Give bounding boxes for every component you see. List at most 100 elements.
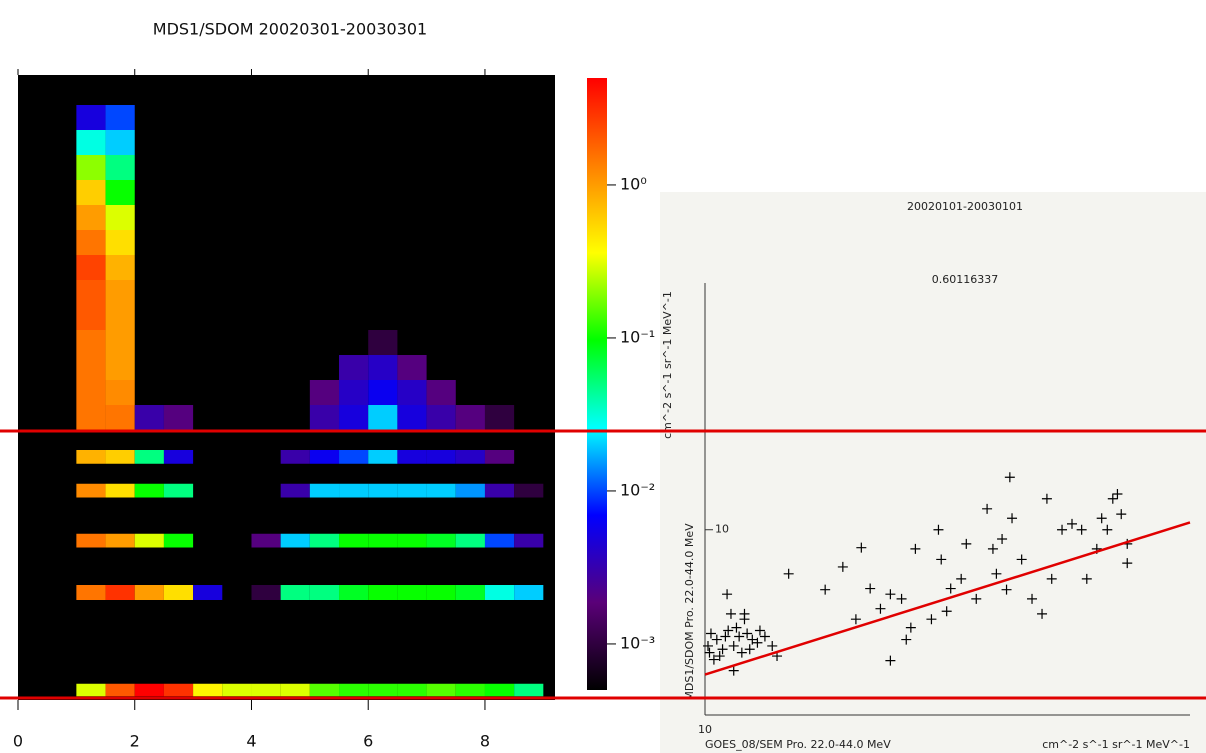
heatmap-panel: MDS1/SDOM 20020301-20030301 0 2 4 6 8 10⁰ 10⁻¹… — [13, 20, 655, 751]
heatmap-cell — [309, 450, 340, 464]
heatmap-cell — [163, 683, 194, 697]
heatmap-cell — [76, 405, 106, 430]
chart-title: 20020101-20030101 — [907, 200, 1023, 213]
heatmap-cell — [105, 305, 135, 330]
heatmap-cell — [397, 483, 427, 498]
heatmap-cell — [105, 355, 135, 380]
heatmap-cell — [397, 405, 427, 430]
scatter-point — [820, 584, 831, 595]
heatmap-cell — [193, 585, 223, 600]
heatmap-cell — [368, 483, 398, 498]
annotation: 0.60116337 — [932, 273, 998, 286]
heatmap-cell — [280, 533, 310, 548]
scatter-point — [717, 644, 728, 655]
scatter-point — [1122, 558, 1133, 569]
scatter-point — [936, 554, 947, 565]
heatmap-cell — [339, 355, 369, 380]
heatmap-cell — [76, 483, 106, 498]
heatmap-cell — [134, 405, 164, 430]
scatter-point — [711, 634, 722, 645]
scatter-point — [875, 603, 886, 614]
colorbar-tick-label: 10⁻² — [620, 480, 655, 499]
heatmap-cell — [251, 533, 281, 548]
scatter-point — [987, 543, 998, 554]
heatmap-cell — [280, 483, 310, 498]
scatter-point — [901, 634, 912, 645]
scatter-point — [991, 568, 1002, 579]
scatter-point — [945, 583, 956, 594]
heatmap-cell — [514, 483, 544, 498]
heatmap-cell — [309, 533, 340, 548]
scatter-point — [754, 625, 765, 636]
scatter-point — [885, 655, 896, 666]
heatmap-cell — [76, 330, 106, 355]
scatter-point — [1112, 488, 1123, 499]
heatmap-cell — [105, 280, 135, 305]
heatmap-cell — [134, 450, 164, 464]
scatter-point — [744, 644, 755, 655]
scatter-point — [723, 625, 734, 636]
heatmap-cell — [426, 380, 456, 405]
heatmap-cell — [193, 683, 223, 697]
heatmap-cell — [105, 405, 135, 430]
colorbar-tick-label: 10⁻¹ — [620, 327, 655, 346]
heatmap-cell — [426, 405, 456, 430]
x-tick-label: 6 — [363, 732, 373, 751]
scatter-point — [734, 631, 745, 642]
heatmap-cell — [76, 280, 106, 305]
x-tick-label: 0 — [13, 732, 23, 751]
heatmap-cell — [105, 585, 135, 600]
colorbar-tick-label: 10⁻³ — [620, 633, 655, 652]
scatter-point — [704, 647, 715, 658]
colorbar-tick-label: 10⁰ — [620, 174, 647, 193]
heatmap-cell — [105, 483, 135, 498]
x-tick-label: 10 — [698, 723, 712, 736]
heatmap-cell — [397, 533, 427, 548]
heatmap-cell — [309, 585, 340, 600]
heatmap-cell — [339, 585, 369, 600]
scatter-point — [708, 654, 719, 665]
y-axis-label: MDS1/SDOM Pro. 22.0-44.0 MeV — [683, 523, 696, 701]
x-tick-label: 2 — [130, 732, 140, 751]
heatmap-cell — [309, 380, 340, 405]
heatmap-cell — [368, 585, 398, 600]
heatmap-cell — [339, 483, 369, 498]
heatmap-cell — [397, 450, 427, 464]
heatmap-cell — [76, 105, 106, 130]
scatter-point — [1046, 573, 1057, 584]
heatmap-cell — [76, 585, 106, 600]
x-axis-unit: cm^-2 s^-1 sr^-1 MeV^-1 — [1042, 738, 1190, 751]
heatmap-cell — [514, 533, 544, 548]
heatmap-cell — [105, 533, 135, 548]
heatmap-cell — [339, 380, 369, 405]
scatter-point — [837, 561, 848, 572]
scatter-point — [705, 628, 716, 639]
heatmap-cell — [105, 683, 135, 697]
scatter-point — [747, 634, 758, 645]
scatter-point — [722, 589, 733, 600]
scatter-point — [759, 631, 770, 642]
heatmap-cell — [76, 255, 106, 280]
x-tick-label: 8 — [480, 732, 490, 751]
heatmap-cell — [163, 405, 194, 430]
heatmap-cell — [76, 380, 106, 405]
heatmap-cell — [105, 105, 135, 130]
heatmap-cell — [339, 405, 369, 430]
scatter-point — [905, 622, 916, 633]
scatter-point — [1001, 584, 1012, 595]
scatter-point — [1076, 524, 1087, 535]
scatter-point — [885, 589, 896, 600]
scatter-point — [1116, 509, 1127, 520]
x-axis-label: GOES_08/SEM Pro. 22.0-44.0 MeV — [705, 738, 891, 751]
heatmap-cell — [368, 533, 398, 548]
heatmap-cell — [105, 450, 135, 464]
scatter-point — [714, 651, 725, 662]
heatmap-cell — [426, 683, 456, 697]
heatmap-cell — [163, 483, 194, 498]
colorbar — [587, 78, 607, 690]
heatmap-cell — [222, 683, 252, 697]
scatter-point — [971, 593, 982, 604]
heatmap-cell — [76, 355, 106, 380]
scatter-point — [1057, 524, 1068, 535]
